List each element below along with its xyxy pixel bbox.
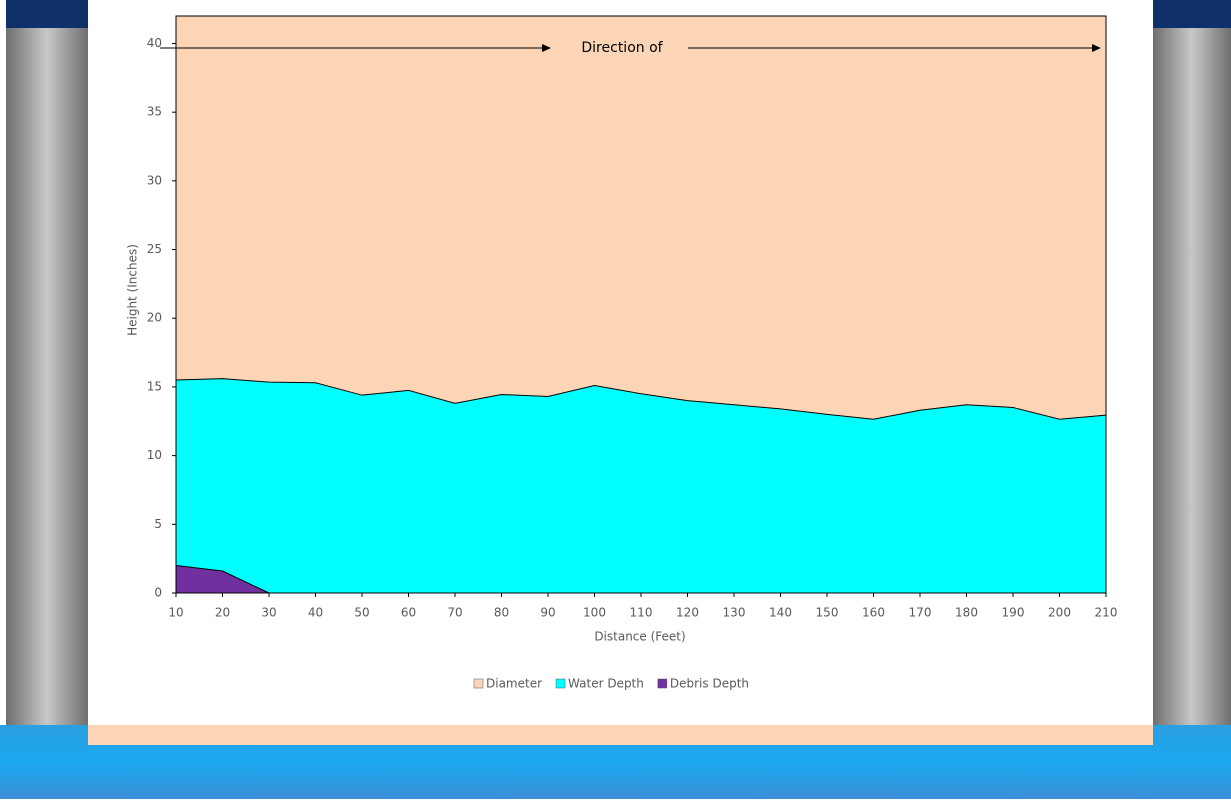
x-tick-label: 190 [1002, 606, 1025, 620]
x-tick-label: 10 [168, 606, 183, 620]
page: Distance (Feet) Height (Inches) 0 5 10 15 20… [0, 0, 1231, 799]
x-axis-title: Distance (Feet) [594, 630, 685, 644]
right-pillar [1153, 0, 1231, 725]
y-tick-label: 40 [147, 36, 162, 50]
x-tick-label: 30 [261, 606, 276, 620]
area-1 [176, 379, 1106, 593]
y-axis-title: Height (Inches) [126, 244, 140, 336]
x-tick-label: 130 [723, 606, 746, 620]
y-tick-label: 0 [154, 586, 162, 600]
right-cap [1153, 0, 1231, 28]
x-tick-label: 90 [540, 606, 555, 620]
y-tick-label: 25 [147, 242, 162, 256]
left-cap [6, 0, 88, 28]
chart: Distance (Feet) Height (Inches) 0 5 10 15 20… [126, 16, 1118, 691]
x-tick-label: 50 [354, 606, 369, 620]
x-tick-label: 210 [1095, 606, 1118, 620]
x-tick-label: 140 [769, 606, 792, 620]
legend-swatch [474, 679, 483, 688]
pipe-strip [88, 725, 1153, 745]
x-tick-label: 80 [494, 606, 509, 620]
x-tick-label: 100 [583, 606, 606, 620]
legend-label: Diameter [486, 677, 542, 691]
y-tick-label: 10 [147, 448, 162, 462]
legend-label: Debris Depth [670, 677, 749, 691]
y-tick-label: 30 [147, 173, 162, 187]
left-pillar [6, 0, 88, 725]
x-tick-label: 60 [401, 606, 416, 620]
x-tick-label: 40 [308, 606, 323, 620]
x-tick-label: 120 [676, 606, 699, 620]
screen: Distance (Feet) Height (Inches) 0 5 10 15 20… [0, 0, 1231, 799]
x-tick-label: 150 [816, 606, 839, 620]
x-tick-label: 180 [955, 606, 978, 620]
y-tick-label: 35 [147, 105, 162, 119]
y-tick-label: 20 [147, 311, 162, 325]
legend-swatch [658, 679, 667, 688]
annotation: Direction of [581, 40, 663, 56]
x-tick-label: 70 [447, 606, 462, 620]
legend-swatch [556, 679, 565, 688]
x-tick-label: 160 [862, 606, 885, 620]
y-tick-label: 15 [147, 379, 162, 393]
y-tick-label: 5 [154, 517, 162, 531]
x-tick-label: 110 [630, 606, 653, 620]
x-tick-label: 200 [1048, 606, 1071, 620]
legend-label: Water Depth [568, 677, 644, 691]
x-tick-label: 20 [215, 606, 230, 620]
x-tick-label: 170 [909, 606, 932, 620]
